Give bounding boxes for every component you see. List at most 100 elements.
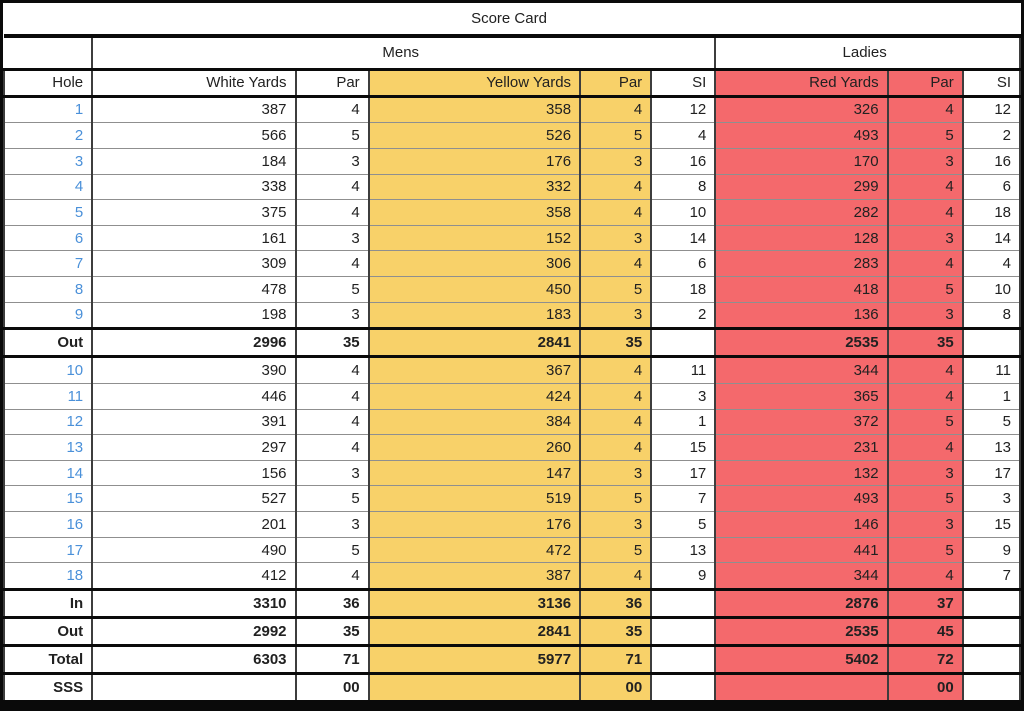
yellow-par-cell: 36 (579, 588, 653, 620)
ladies-si-cell: 4 (961, 250, 1022, 277)
white-yards-cell: 309 (91, 250, 297, 277)
hole-label-cell: 3 (2, 147, 94, 175)
ladies-si-cell: 10 (961, 275, 1022, 303)
white-yards-cell: 338 (91, 173, 297, 201)
ladies-si-cell: 7 (961, 562, 1022, 591)
white-yards-cell (91, 671, 297, 704)
hole-label-cell: 12 (2, 408, 94, 436)
yellow-yards-cell: 358 (367, 95, 582, 124)
white-par-cell: 5 (294, 122, 370, 149)
col-header-white-par: Par (294, 68, 370, 98)
hole-label-cell: 16 (2, 511, 94, 538)
white-par-cell: 5 (294, 536, 370, 564)
hole-row: 9 198 3 183 3 2 136 3 8 (2, 301, 1022, 330)
hole-label-cell: 15 (2, 485, 94, 513)
hole-label-cell: Total (2, 643, 94, 675)
white-par-cell: 00 (294, 671, 370, 704)
yellow-par-cell: 4 (579, 199, 653, 226)
yellow-par-cell: 35 (579, 616, 653, 647)
mens-si-cell: 7 (650, 485, 717, 513)
mens-si-cell: 6 (650, 250, 717, 277)
yellow-par-cell: 4 (579, 383, 653, 410)
white-yards-cell: 297 (91, 434, 297, 461)
yellow-yards-cell: 358 (367, 199, 582, 226)
ladies-si-cell (961, 588, 1022, 620)
yellow-yards-cell: 152 (367, 224, 582, 252)
white-par-cell: 4 (294, 199, 370, 226)
hole-row: 11 446 4 424 4 3 365 4 1 (2, 383, 1022, 410)
white-yards-cell: 375 (91, 199, 297, 226)
col-header-red-yards: Red Yards (714, 68, 889, 98)
ladies-si-cell: 5 (961, 408, 1022, 436)
white-par-cell: 3 (294, 224, 370, 252)
red-yards-cell (714, 671, 889, 704)
mens-si-cell: 2 (650, 301, 717, 330)
mens-si-cell: 12 (650, 95, 717, 124)
mens-si-cell: 13 (650, 536, 717, 564)
hole-label-cell: 17 (2, 536, 94, 564)
yellow-yards-cell: 176 (367, 147, 582, 175)
red-yards-cell: 283 (714, 250, 889, 277)
hole-row: 8 478 5 450 5 18 418 5 10 (2, 275, 1022, 303)
col-header-white-yards: White Yards (91, 68, 297, 98)
mens-si-cell: 8 (650, 173, 717, 201)
yellow-par-cell: 3 (579, 147, 653, 175)
ladies-si-cell: 12 (961, 95, 1022, 124)
white-yards-cell: 2996 (91, 327, 297, 359)
red-yards-cell: 372 (714, 408, 889, 436)
yellow-par-cell: 4 (579, 173, 653, 201)
corner-blank-cell (4, 36, 94, 71)
yellow-par-cell: 5 (579, 275, 653, 303)
yellow-yards-cell: 2841 (367, 616, 582, 647)
yellow-par-cell: 4 (579, 408, 653, 436)
mens-si-cell: 3 (650, 383, 717, 410)
hole-row: 13 297 4 260 4 15 231 4 13 (2, 434, 1022, 461)
col-header-yellow-par: Par (579, 68, 653, 98)
white-yards-cell: 446 (91, 383, 297, 410)
hole-row: 16 201 3 176 3 5 146 3 15 (2, 511, 1022, 538)
hole-row: 12 391 4 384 4 1 372 5 5 (2, 408, 1022, 436)
hole-row: 3 184 3 176 3 16 170 3 16 (2, 147, 1022, 175)
hole-label-cell: 6 (2, 224, 94, 252)
ladies-si-cell: 11 (961, 356, 1022, 385)
red-par-cell: 5 (886, 408, 964, 436)
ladies-si-cell (961, 616, 1022, 647)
score-card-table: Score Card Mens Ladies Hole White Yards … (2, 3, 1022, 704)
yellow-yards-cell: 519 (367, 485, 582, 513)
mens-si-cell: 11 (650, 356, 717, 385)
red-par-cell: 3 (886, 459, 964, 487)
ladies-si-cell: 6 (961, 173, 1022, 201)
ladies-si-cell: 2 (961, 122, 1022, 149)
white-yards-cell: 387 (91, 95, 297, 124)
page-title: Score Card (4, 3, 1020, 38)
mens-si-cell: 15 (650, 434, 717, 461)
mens-si-cell: 14 (650, 224, 717, 252)
hole-label-cell: SSS (2, 671, 94, 704)
hole-label-cell: 18 (2, 562, 94, 591)
yellow-par-cell: 4 (579, 95, 653, 124)
yellow-par-cell: 5 (579, 485, 653, 513)
red-yards-cell: 231 (714, 434, 889, 461)
ladies-si-cell: 14 (961, 224, 1022, 252)
white-yards-cell: 478 (91, 275, 297, 303)
red-yards-cell: 2535 (714, 616, 889, 647)
white-yards-cell: 156 (91, 459, 297, 487)
col-header-yellow-yards: Yellow Yards (367, 68, 582, 98)
hole-label-cell: 7 (2, 250, 94, 277)
mens-si-cell: 5 (650, 511, 717, 538)
ladies-si-cell: 16 (961, 147, 1022, 175)
yellow-par-cell: 71 (579, 643, 653, 675)
white-par-cell: 35 (294, 616, 370, 647)
white-par-cell: 4 (294, 562, 370, 591)
title-row: Score Card (4, 3, 1020, 38)
summary-row: Total 6303 71 5977 71 5402 72 (2, 643, 1022, 675)
yellow-par-cell: 4 (579, 434, 653, 461)
white-par-cell: 35 (294, 327, 370, 359)
white-yards-cell: 2992 (91, 616, 297, 647)
col-header-hole: Hole (2, 68, 94, 98)
red-yards-cell: 493 (714, 122, 889, 149)
white-par-cell: 3 (294, 147, 370, 175)
red-yards-cell: 299 (714, 173, 889, 201)
column-header-row: Hole White Yards Par Yellow Yards Par SI… (2, 68, 1022, 98)
summary-row: SSS 00 00 00 (2, 671, 1022, 704)
